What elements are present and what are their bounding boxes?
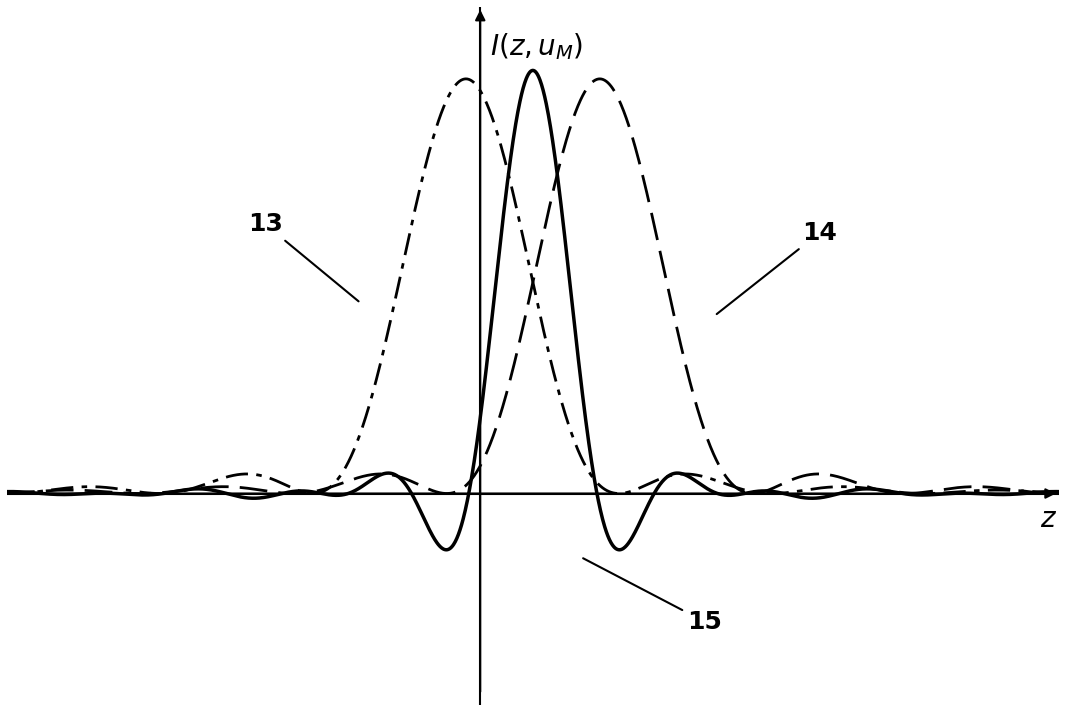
Text: $\mathit{z}$: $\mathit{z}$ [1039, 506, 1056, 533]
Text: 13: 13 [247, 212, 358, 301]
Text: 15: 15 [583, 558, 723, 634]
Text: 14: 14 [716, 221, 837, 314]
Text: $\mathit{I(z,u_M)}$: $\mathit{I(z,u_M)}$ [489, 31, 583, 62]
